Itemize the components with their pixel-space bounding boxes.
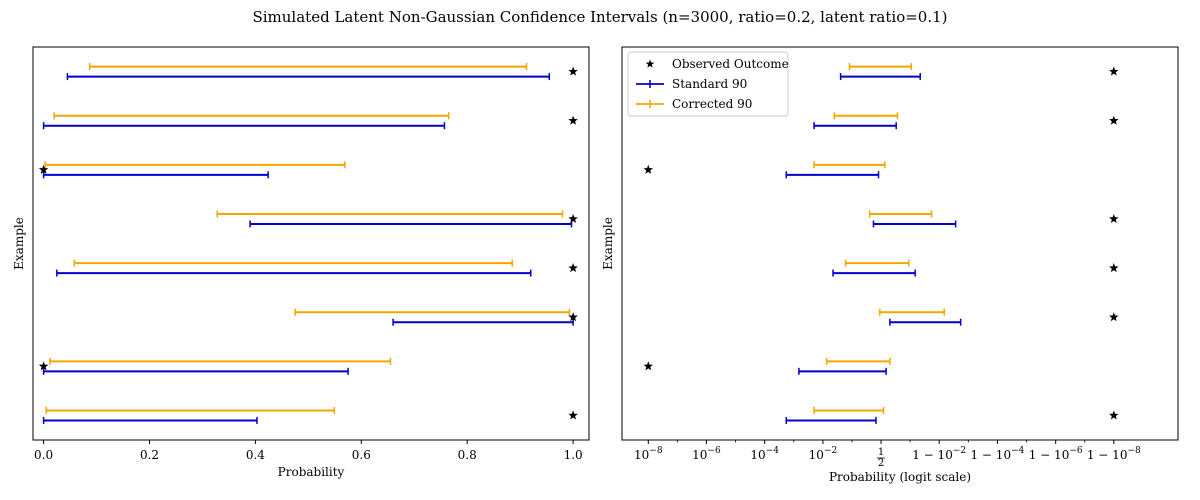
observed-outcome-marker-1 xyxy=(568,410,578,420)
plot-frame xyxy=(621,46,1179,441)
x-tick-label: 1.0 xyxy=(564,448,583,462)
x-tick-label: 1 − 10−2 xyxy=(912,446,966,462)
x-tick-label: 0.8 xyxy=(458,448,477,462)
standard-interval-1 xyxy=(785,416,877,424)
x-tick-label: 1 − 10−6 xyxy=(1029,446,1083,462)
corrected-interval-1 xyxy=(45,406,336,414)
chart-panel-left: 0.0 0.2 0.4 0.6 0.8 1.0 Probability Example xyxy=(12,46,590,479)
standard-interval-2 xyxy=(42,367,349,375)
standard-interval-4 xyxy=(56,269,532,277)
standard-interval-7 xyxy=(813,122,897,130)
corrected-interval-1 xyxy=(813,406,885,414)
x-tick-label: 0.6 xyxy=(352,448,371,462)
standard-interval-5 xyxy=(249,220,573,228)
observed-outcome-marker-4 xyxy=(568,263,578,273)
y-axis-label: Example xyxy=(12,217,26,270)
standard-interval-1 xyxy=(42,416,258,424)
legend-box xyxy=(627,51,789,117)
x-tick-label: 10−2 xyxy=(809,446,838,462)
observed-outcome-marker-6 xyxy=(38,164,49,174)
corrected-interval-4 xyxy=(73,259,513,267)
observed-outcome-marker-3 xyxy=(1109,312,1119,322)
standard-interval-8 xyxy=(839,73,921,81)
corrected-interval-6 xyxy=(813,161,886,169)
x-tick-label: 10−8 xyxy=(634,446,663,462)
corrected-interval-2 xyxy=(49,357,392,365)
corrected-interval-8 xyxy=(88,63,528,71)
corrected-interval-3 xyxy=(294,308,571,316)
x-tick-label: 10−4 xyxy=(750,446,779,462)
x-tick-label: 0.4 xyxy=(246,448,265,462)
corrected-interval-2 xyxy=(825,357,891,365)
observed-outcome-marker-6 xyxy=(643,164,654,174)
observed-outcome-marker-2 xyxy=(38,361,49,371)
legend: Observed Outcome Standard 90 Corrected 90 xyxy=(627,51,789,117)
observed-outcome-marker-1 xyxy=(1109,410,1119,420)
observed-outcome-marker-7 xyxy=(1109,115,1119,125)
legend-entry-label: Standard 90 xyxy=(672,77,747,91)
standard-interval-3 xyxy=(392,318,574,326)
standard-interval-5 xyxy=(872,220,957,228)
standard-interval-8 xyxy=(66,73,551,81)
x-tick-label: 10−6 xyxy=(692,446,721,462)
standard-interval-2 xyxy=(798,367,887,375)
plot-frame xyxy=(32,46,590,441)
corrected-interval-5 xyxy=(868,210,933,218)
x-axis-label: Probability xyxy=(278,465,345,479)
x-tick-label: 0.0 xyxy=(34,448,53,462)
observed-outcome-marker-8 xyxy=(1109,66,1119,76)
corrected-interval-7 xyxy=(53,112,450,120)
x-axis-label: Probability (logit scale) xyxy=(829,470,971,484)
standard-interval-6 xyxy=(42,171,269,179)
corrected-interval-5 xyxy=(216,210,564,218)
legend-entry-label: Observed Outcome xyxy=(672,57,789,71)
legend-entry-label: Corrected 90 xyxy=(672,97,752,111)
corrected-interval-4 xyxy=(844,259,910,267)
observed-outcome-marker-7 xyxy=(568,115,578,125)
chart-panel-right: 10−8 10−6 10−4 10−2 1 2 1 − 10−2 1 − 10−4 1 − 10… xyxy=(601,46,1179,484)
corrected-interval-6 xyxy=(44,161,346,169)
observed-outcome-marker-5 xyxy=(1109,213,1119,223)
standard-interval-4 xyxy=(832,269,916,277)
corrected-interval-8 xyxy=(848,63,913,71)
standard-interval-7 xyxy=(42,122,446,130)
observed-outcome-marker-8 xyxy=(568,66,578,76)
legend-observed-marker xyxy=(645,59,655,68)
corrected-interval-7 xyxy=(833,112,899,120)
x-tick-label: 1 − 10−8 xyxy=(1087,446,1141,462)
observed-outcome-marker-4 xyxy=(1109,263,1119,273)
observed-outcome-marker-5 xyxy=(568,213,578,223)
standard-interval-6 xyxy=(785,171,880,179)
observed-outcome-marker-3 xyxy=(568,312,578,322)
observed-outcome-marker-2 xyxy=(643,361,654,371)
x-tick-label: 1 − 10−4 xyxy=(970,446,1024,462)
x-tick-label: 0.2 xyxy=(140,448,159,462)
standard-interval-3 xyxy=(889,318,962,326)
figure-title: Simulated Latent Non-Gaussian Confidence… xyxy=(252,8,948,26)
y-axis-label: Example xyxy=(601,217,615,270)
corrected-interval-3 xyxy=(879,308,945,316)
